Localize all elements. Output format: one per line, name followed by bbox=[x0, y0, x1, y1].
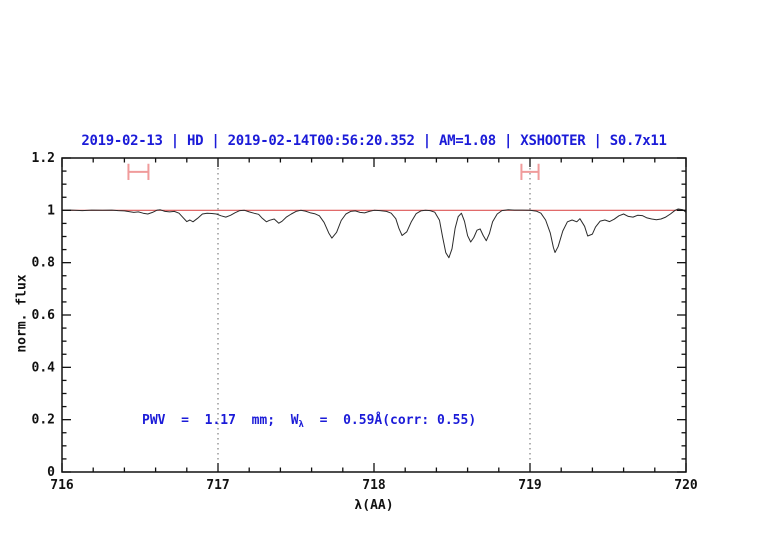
y-axis-label: norm. flux bbox=[14, 274, 30, 353]
x-tick-label-718: 718 bbox=[362, 478, 386, 493]
x-tick-label-717: 717 bbox=[206, 478, 229, 493]
lambda-subscript-icon: λ bbox=[298, 420, 304, 430]
y-tick-label-0.4: 0.4 bbox=[32, 360, 56, 375]
x-axis-label: λ(AA) bbox=[354, 498, 394, 513]
range-marker-1 bbox=[127, 163, 150, 180]
y-tick-label-0.6: 0.6 bbox=[32, 308, 56, 323]
annotation-suffix: = 0.59Å(corr: 0.55) bbox=[303, 413, 477, 428]
x-tick-label-720: 720 bbox=[674, 478, 698, 493]
y-tick-label-0: 0 bbox=[47, 465, 55, 480]
axis-ticks bbox=[61, 157, 687, 473]
range-marker-2 bbox=[520, 163, 540, 180]
y-tick-label-1: 1 bbox=[47, 203, 55, 218]
y-tick-label-1.2: 1.2 bbox=[32, 151, 55, 166]
pwv-annotation: PWV = 1.17 mm; Wλ = 0.59Å(corr: 0.55) bbox=[142, 413, 476, 430]
x-tick-label-716: 716 bbox=[50, 478, 74, 493]
annotation-prefix: PWV = 1.17 mm; W bbox=[142, 413, 299, 428]
plot-title: 2019-02-13 | HD | 2019-02-14T00:56:20.35… bbox=[81, 133, 667, 149]
y-tick-label-0.2: 0.2 bbox=[32, 413, 55, 428]
spectrum-line bbox=[61, 208, 687, 259]
y-tick-label-0.8: 0.8 bbox=[32, 256, 56, 271]
x-tick-label-719: 719 bbox=[518, 478, 541, 493]
